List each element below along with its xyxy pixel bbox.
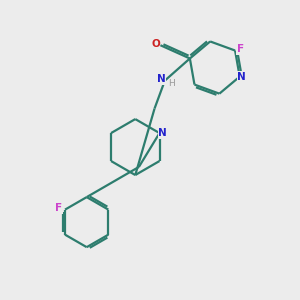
Text: F: F [55, 203, 62, 213]
Text: H: H [168, 79, 175, 88]
Text: F: F [237, 44, 244, 54]
Text: N: N [158, 128, 167, 138]
Text: O: O [151, 39, 160, 49]
Text: N: N [157, 74, 166, 84]
Text: N: N [237, 72, 246, 82]
